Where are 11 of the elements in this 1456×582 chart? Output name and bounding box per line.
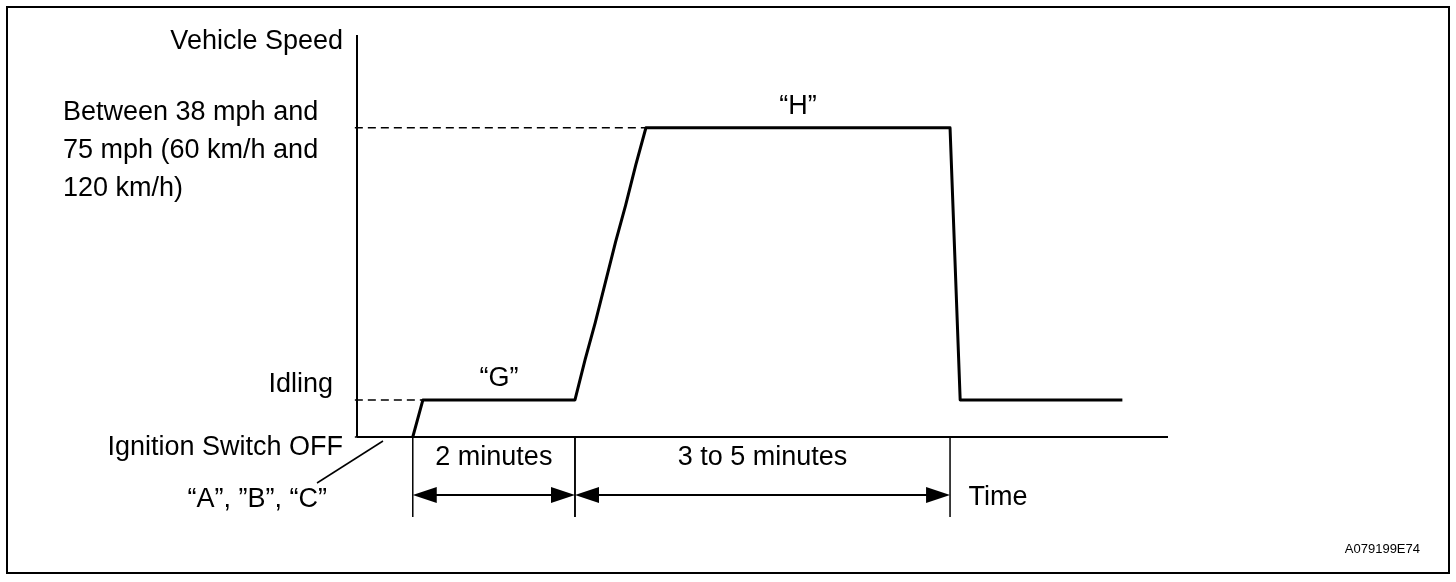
ref-line-label: Ignition Switch OFF [107, 431, 343, 461]
text: 2 minutes [435, 441, 553, 471]
text: 3 to 5 minutes [677, 441, 848, 471]
x-axis-title: Time [968, 481, 1028, 511]
text: “A”, ”B”, “C” [187, 483, 327, 513]
text: A079199E74 [1344, 541, 1420, 556]
annotation: “H” [779, 89, 817, 120]
annotation: “G” [479, 361, 519, 392]
ref-line-label: Between 38 mph and 75 mph (60 km/h and 120 km/h) [63, 95, 319, 202]
ref-line-label: Idling [268, 367, 333, 398]
y-axis-title: Vehicle Speed [170, 25, 343, 55]
